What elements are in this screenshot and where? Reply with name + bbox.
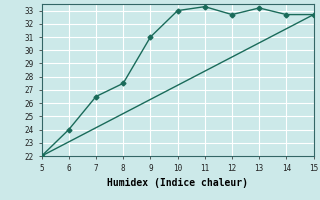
X-axis label: Humidex (Indice chaleur): Humidex (Indice chaleur): [107, 178, 248, 188]
